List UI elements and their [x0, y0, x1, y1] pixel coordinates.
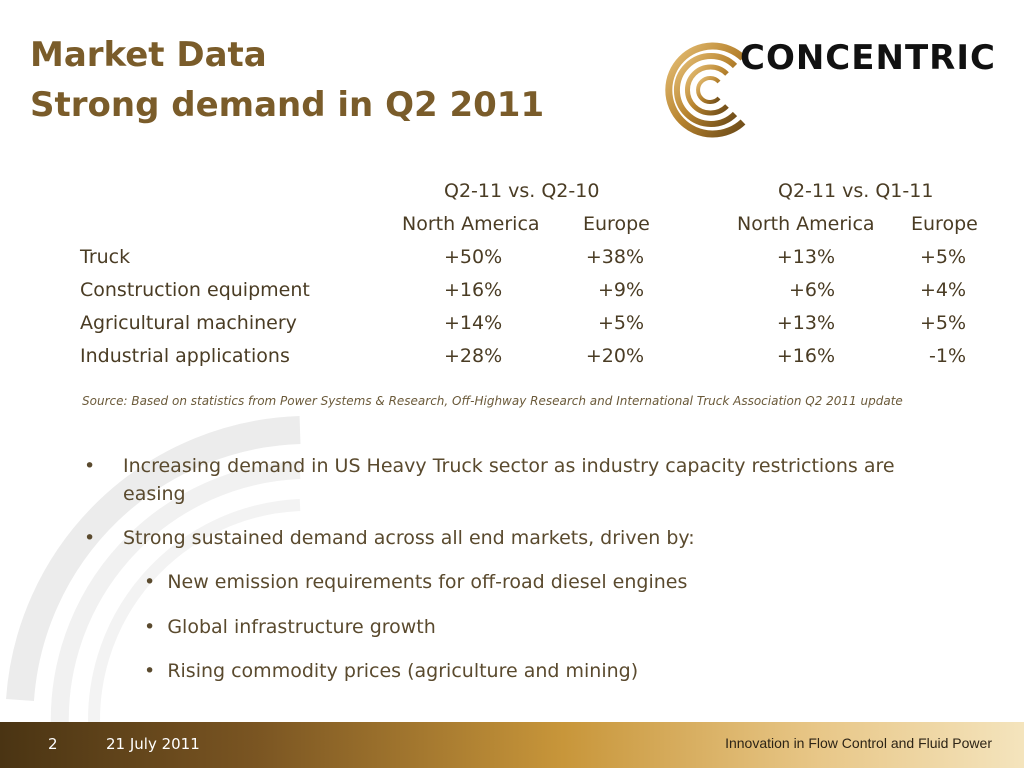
bullet-dot-icon: • [84, 455, 96, 477]
sub-bullet-text: Rising commodity prices (agriculture and… [167, 660, 639, 682]
cell-eu-yoy: +38% [585, 246, 644, 268]
group-header-q2-vs-q2: Q2-11 vs. Q2-10 [444, 180, 600, 202]
row-label: Truck [80, 246, 131, 268]
cell-eu-qoq: -1% [929, 345, 966, 367]
footer-date: 21 July 2011 [106, 735, 200, 753]
table-row: Truck +50% +38% +13% +5% [80, 246, 1000, 276]
sub-bullet-text: New emission requirements for off-road d… [167, 571, 688, 593]
cell-eu-qoq: +5% [919, 312, 966, 334]
table-row: Construction equipment +16% +9% +6% +4% [80, 279, 1000, 309]
cell-eu-qoq: +5% [919, 246, 966, 268]
group-header-q2-vs-q1: Q2-11 vs. Q1-11 [778, 180, 934, 202]
sub-bullet-item: • Rising commodity prices (agriculture a… [144, 657, 638, 685]
title-line-1: Market Data [30, 35, 267, 75]
bullet-text: Increasing demand in US Heavy Truck sect… [123, 455, 895, 505]
table-group-header-row: Q2-11 vs. Q2-10 Q2-11 vs. Q1-11 [80, 180, 1000, 210]
cell-na-yoy: +28% [444, 345, 503, 367]
sub-bullet-item: • Global infrastructure growth [144, 613, 436, 641]
col-header-europe: Europe [583, 213, 650, 235]
footer-tagline: Innovation in Flow Control and Fluid Pow… [725, 735, 992, 751]
table-row: Agricultural machinery +14% +5% +13% +5% [80, 312, 1000, 342]
cell-na-yoy: +14% [444, 312, 503, 334]
cell-na-qoq: +6% [788, 279, 835, 301]
page-title: Market Data Strong demand in Q2 2011 [30, 30, 544, 130]
row-label: Industrial applications [80, 345, 290, 367]
cell-na-qoq: +16% [776, 345, 835, 367]
cell-eu-yoy: +20% [585, 345, 644, 367]
sub-bullet-dot-icon: • [144, 571, 156, 593]
table-column-header-row: North America Europe North America Europ… [80, 213, 1000, 243]
cell-eu-qoq: +4% [919, 279, 966, 301]
page-number: 2 [48, 735, 58, 753]
row-label: Construction equipment [80, 279, 310, 301]
sub-bullet-text: Global infrastructure growth [167, 616, 436, 638]
cell-eu-yoy: +5% [597, 312, 644, 334]
row-label: Agricultural machinery [80, 312, 297, 334]
sub-bullet-dot-icon: • [144, 660, 156, 682]
col-header-europe: Europe [911, 213, 978, 235]
sub-bullet-item: • New emission requirements for off-road… [144, 568, 687, 596]
cell-na-yoy: +16% [444, 279, 503, 301]
logo-wordmark: CONCENTRIC [740, 38, 996, 78]
cell-na-qoq: +13% [776, 312, 835, 334]
footer-bar: 2 21 July 2011 Innovation in Flow Contro… [0, 722, 1024, 768]
bullet-dot-icon: • [84, 527, 96, 549]
title-line-2: Strong demand in Q2 2011 [30, 85, 545, 125]
sub-bullet-dot-icon: • [144, 616, 156, 638]
bullet-text: Strong sustained demand across all end m… [123, 527, 695, 549]
cell-eu-yoy: +9% [597, 279, 644, 301]
col-header-north-america: North America [737, 213, 875, 235]
table-row: Industrial applications +28% +20% +16% -… [80, 345, 1000, 375]
cell-na-yoy: +50% [444, 246, 503, 268]
cell-na-qoq: +13% [776, 246, 835, 268]
concentric-rings-icon [665, 42, 746, 138]
source-note: Source: Based on statistics from Power S… [82, 394, 903, 408]
col-header-north-america: North America [402, 213, 540, 235]
